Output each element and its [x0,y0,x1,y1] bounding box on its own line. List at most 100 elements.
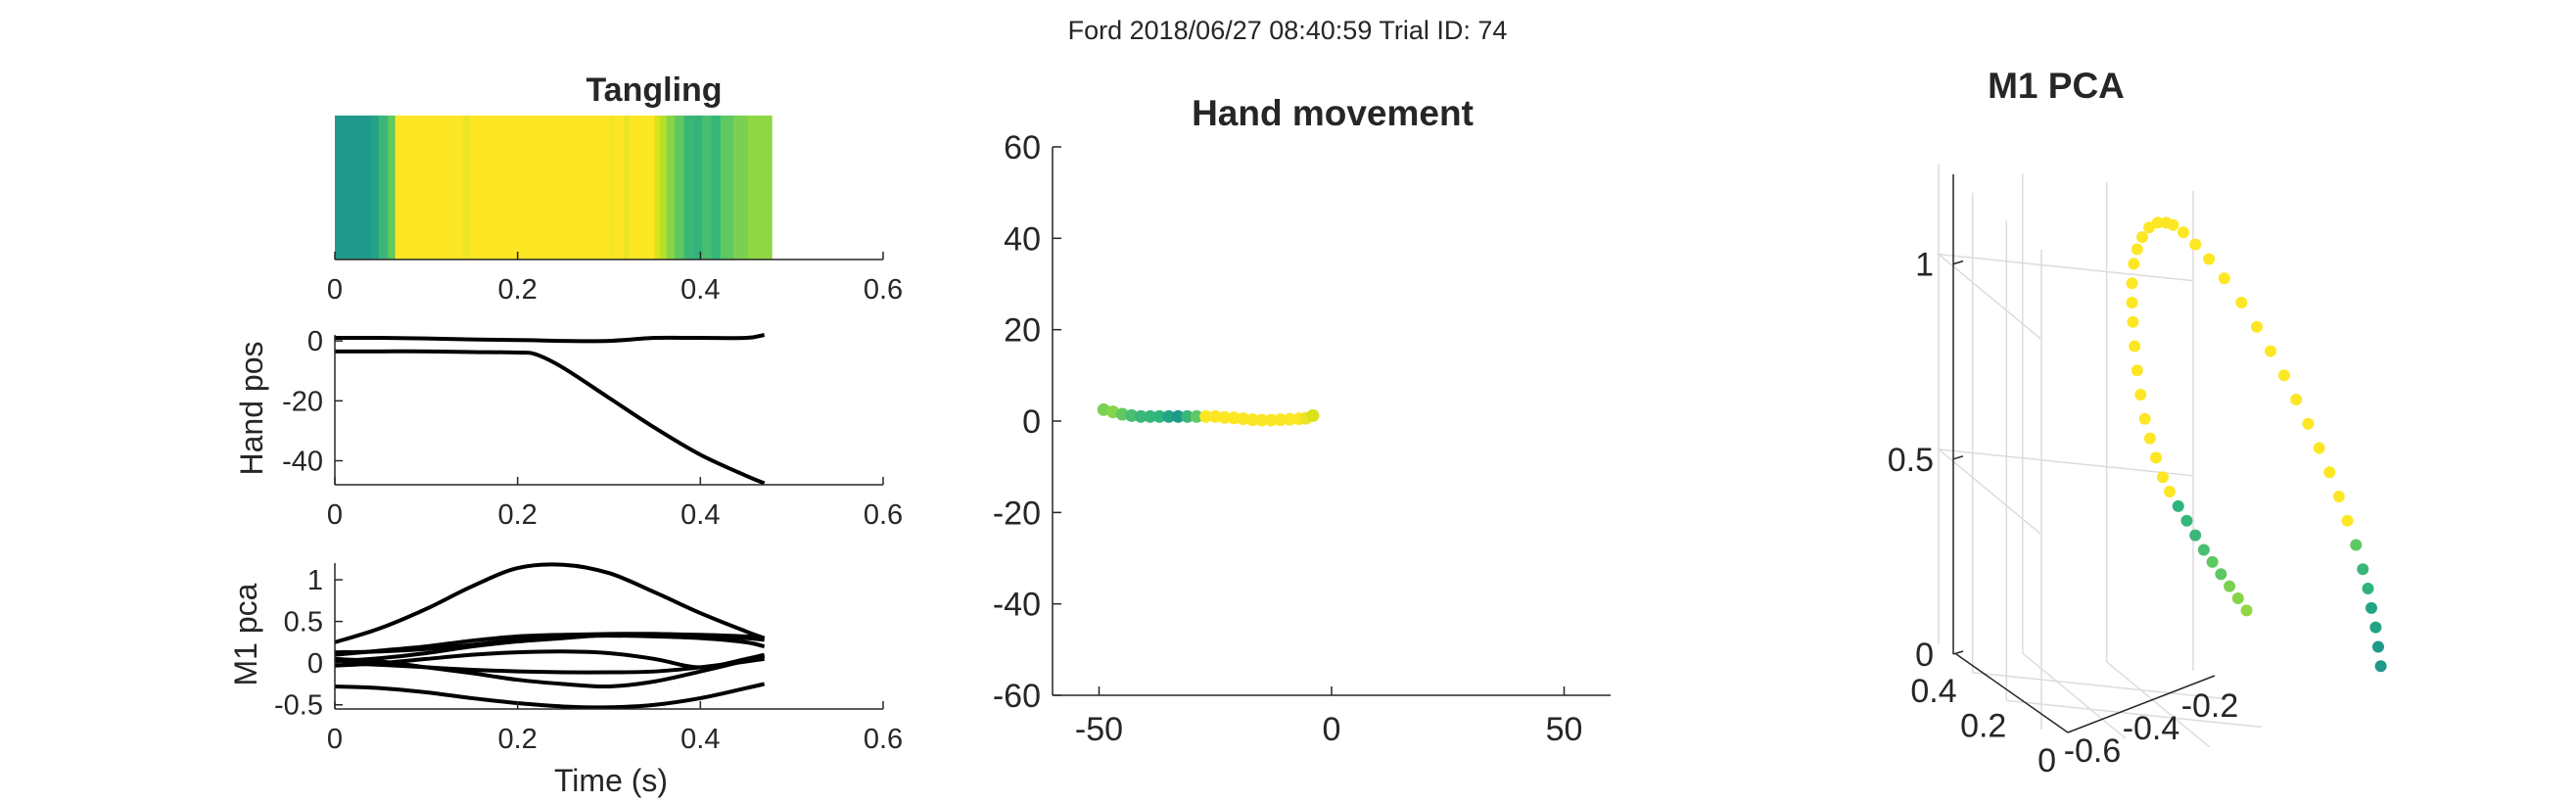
hand-movement-point-8 [1171,409,1185,423]
hand-movement-point-7 [1162,409,1176,423]
hand-movement-x-tick-label-1: 0 [1323,711,1341,748]
hand-movement-points [1097,402,1320,427]
tangling-x-tick-label-0: 0 [327,274,343,306]
tangling-x-axis: 0 0.2 0.4 0.6 [327,252,903,306]
hand-movement-point-2 [1115,407,1129,421]
pca3d-z-tick-1 [1952,455,1964,460]
hand-movement-x-tick-label-0: -50 [1075,711,1123,748]
pca3d-point-38 [2163,486,2176,498]
pca3d-point-16 [2235,297,2248,308]
m1-pca-xlabel: Time (s) [554,763,668,798]
hand-movement-point-5 [1144,409,1157,423]
m1-pca-axes: 0 0.2 0.4 0.610.50-0.5 [274,563,903,755]
hand-pos-x-tick-label-3: 0.6 [864,499,903,531]
tangling-panel: Tangling 0 0.2 0.4 0.6 [327,71,903,306]
tangling-segment-10 [630,116,656,260]
pca3d-point-20 [2177,226,2189,239]
hand-movement-point-4 [1134,409,1147,423]
pca3d-point-45 [2224,580,2236,592]
hand-movement-point-19 [1274,413,1288,427]
hand-movement-y-tick-label-4: -20 [993,495,1041,532]
hand-movement-title: Hand movement [1192,93,1474,133]
m1-pca-series-0 [334,562,766,644]
pca3d-point-1 [2371,640,2384,653]
m1-pca-x-tick-label-0: 0 [327,724,343,755]
hand-movement-point-9 [1181,409,1194,423]
hand-movement-point-12 [1208,409,1222,423]
pca3d-point-4 [2362,583,2374,595]
pca3d-floor-grid-x-0 [2022,652,2127,739]
pca3d-z-tick-label-2: 1 [1915,247,1934,284]
pca3d-point-39 [2172,499,2184,512]
m1-pca-y-tick-label-3: -0.5 [274,690,323,722]
pca3d-point-8 [2332,491,2345,502]
tangling-segment-2 [378,116,389,260]
hand-pos-panel: Hand pos 0 0.2 0.4 0.6 0 -20 -40 [234,326,903,531]
pca3d-floor-grid-x-1 [2106,661,2211,748]
pca3d-point-3 [2365,601,2378,614]
pca3d-point-6 [2350,539,2363,551]
hand-movement-point-14 [1227,411,1241,425]
tangling-segment-3 [388,116,397,260]
figure-suptitle: Ford 2018/06/27 08:40:59 Trial ID: 74 [1068,16,1508,45]
pca3d-z-tick-label-1: 0.5 [1888,442,1934,479]
pca3d-point-23 [2151,216,2164,229]
pca3d-floor-grid-y-0 [1972,671,2227,700]
tangling-heatmap [335,116,773,260]
pca3d-z-tick-2 [1952,260,1964,265]
m1-pca-lines [334,562,766,710]
hand-pos-y-tick-label-0: 0 [307,326,323,357]
pca3d-point-47 [2240,604,2253,617]
pca3d-z-tick-label-0: 0 [1915,637,1934,674]
hand-movement-y-tick-label-1: 40 [1004,220,1041,258]
m1-pca-ylabel: M1 pca [228,583,263,685]
pca3d-point-14 [2264,345,2276,357]
m1-pca-3d-points [2126,216,2387,673]
m1-pca-3d-panel: M1 PCA 0 0.5 1 0 0.20.4 -0.6-0.4-0.2 [1888,66,2387,779]
hand-pos-y-tick-label-2: -40 [282,447,323,478]
m1-pca-series-3 [334,632,765,664]
hand-movement-point-17 [1255,413,1269,427]
tangling-segment-9 [623,116,632,260]
pca3d-y-axis-line [1955,653,2069,733]
tangling-segment-12 [660,116,668,260]
pca3d-y-tick-label-1: 0.2 [1960,707,2006,744]
hand-pos-lines [334,333,766,486]
pca3d-point-31 [2129,340,2141,353]
hand-movement-y-tick-label-5: -40 [993,587,1041,624]
tangling-segment-18 [711,116,722,260]
tangling-segment-0 [335,116,372,260]
m1-pca-series-7 [334,682,766,710]
pca3d-point-17 [2218,272,2230,285]
m1-pca-x-tick-label-1: 0.2 [498,724,538,755]
tangling-segment-16 [694,116,703,260]
pca3d-point-15 [2251,320,2264,333]
tangling-segment-6 [470,116,610,260]
tangling-x-tick-label-3: 0.6 [864,274,903,306]
pca3d-x-axis-line [2067,675,2216,733]
hand-movement-point-18 [1264,413,1278,427]
pca3d-point-0 [2374,660,2387,673]
pca3d-z-tick-0 [1952,650,1964,655]
m1-pca-y-tick-label-2: 0 [307,648,323,680]
m1-pca-panel: M1 pca Time (s) 0 0.2 0.4 0.610.50-0.5 [228,562,903,798]
tangling-segment-21 [747,116,773,260]
pca3d-point-27 [2128,258,2140,270]
m1-pca-x-tick-label-3: 0.6 [864,724,903,755]
hand-movement-point-20 [1283,412,1296,426]
tangling-segment-7 [609,116,616,260]
hand-movement-y-tick-label-0: 60 [1004,129,1041,166]
hand-pos-axes: 0 0.2 0.4 0.6 0 -20 -40 [282,326,903,531]
pca3d-point-11 [2302,417,2315,430]
pca3d-y-tick-label-2: 0.4 [1910,673,1956,710]
pca3d-point-29 [2126,297,2138,308]
m1-pca-y-tick-label-0: 1 [307,565,323,596]
tangling-segment-1 [371,116,380,260]
hand-pos-y-tick-label-1: -20 [282,386,323,417]
hand-pos-x-tick-label-0: 0 [327,499,343,531]
pca3d-x-tick-label-2: -0.2 [2181,687,2239,725]
pca3d-y-tick-label-0: 0 [2037,742,2056,779]
hand-movement-point-11 [1199,409,1213,423]
pca3d-point-30 [2127,315,2139,328]
